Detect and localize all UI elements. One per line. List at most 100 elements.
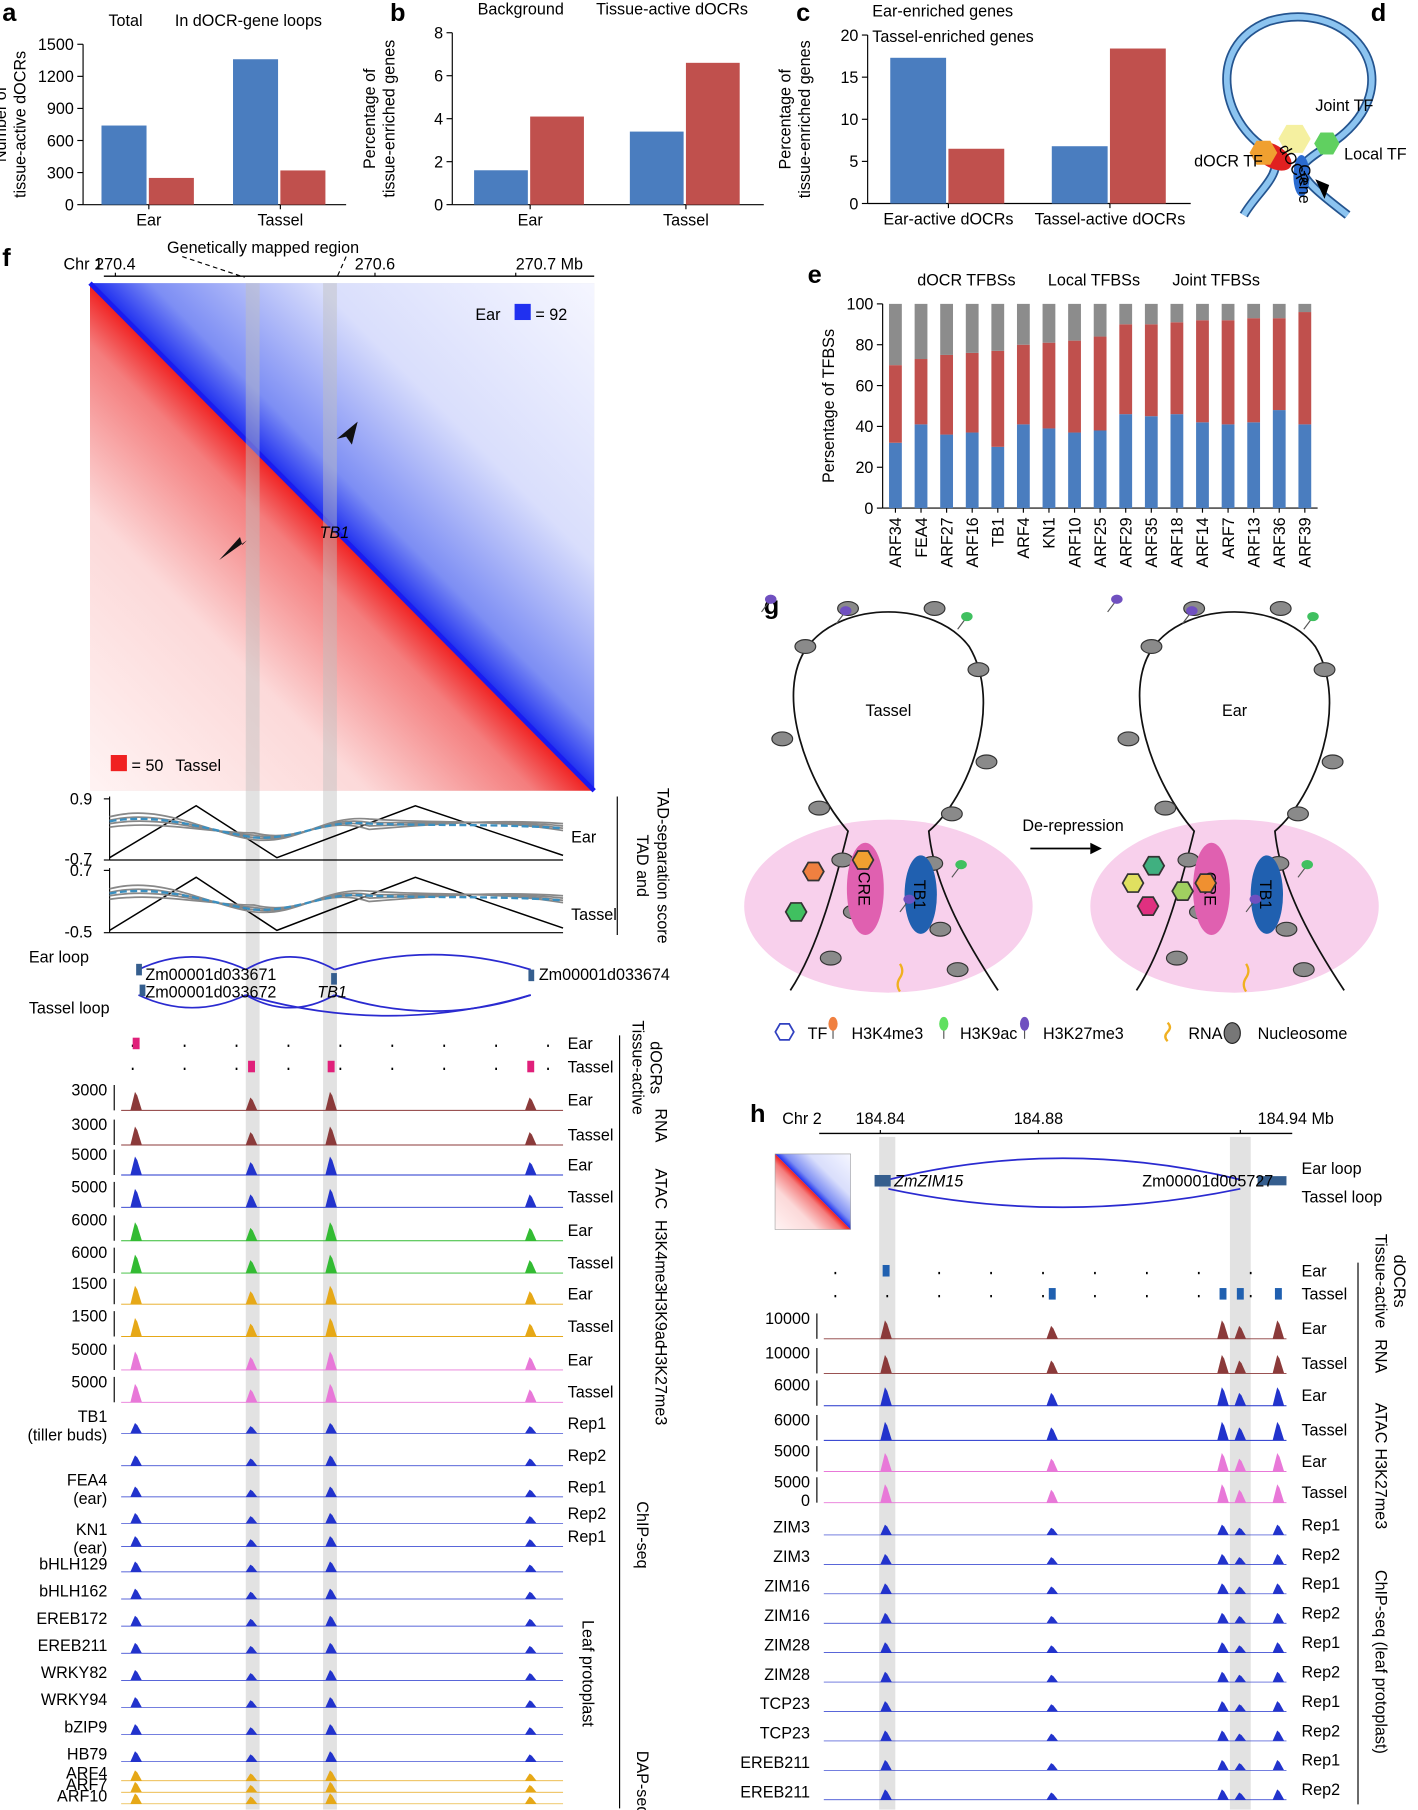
y-tick-label: 1500: [38, 36, 74, 54]
bar-segment: [1272, 318, 1286, 411]
arrowhead: [336, 421, 358, 445]
track-signal: [880, 1583, 892, 1594]
track-name: bZIP9: [64, 1718, 107, 1736]
track-signal: [1046, 1325, 1059, 1339]
track-signal: [880, 1789, 892, 1800]
line: [336, 256, 347, 278]
track-name: TCP23: [760, 1725, 810, 1743]
track-signal: [524, 1727, 537, 1735]
track-label: Ear: [571, 829, 597, 847]
bar-segment: [1144, 324, 1158, 417]
bar: [890, 57, 947, 204]
x-tick-label: TB1: [990, 517, 1008, 547]
bar: [474, 170, 528, 205]
nucleosome: [1269, 600, 1292, 616]
track-signal: [130, 1188, 142, 1208]
nucleosome: [1140, 639, 1163, 655]
track-signal: [130, 1383, 142, 1403]
track-group: RNA: [651, 1108, 669, 1142]
track-signal: [880, 1320, 892, 1339]
gene-region: [1293, 155, 1310, 197]
track-label: Tassel: [1301, 1286, 1347, 1304]
heatmap-legend: Tassel: [175, 757, 221, 775]
y-tick-label: 10: [840, 111, 858, 129]
track-label: Tassel: [568, 1058, 614, 1076]
track-signal: [130, 1156, 142, 1175]
y-tick-label: 6: [434, 67, 443, 85]
nucleosome: [819, 950, 842, 966]
track-max: 3000: [71, 1081, 107, 1099]
track-signal: [1046, 1527, 1059, 1535]
legend-icon: [774, 1023, 795, 1041]
track-signal: [245, 1754, 258, 1762]
track-name: bHLH162: [39, 1583, 107, 1601]
y-tick-label: 15: [840, 69, 858, 87]
track-signal: [1272, 1612, 1285, 1624]
legend-entry: Local TFBSs: [1048, 271, 1140, 289]
track-signal: [325, 1156, 337, 1175]
track-signal: [880, 1759, 892, 1771]
x-tick-label: ARF25: [1092, 517, 1110, 567]
histone-mark: [1301, 860, 1314, 870]
track-name: ZIM3: [773, 1519, 810, 1537]
track-signal: [1217, 1387, 1229, 1406]
track-signal: [524, 1323, 537, 1337]
track-signal: [325, 1254, 337, 1274]
gene-label: Zm00001d033671: [145, 966, 276, 984]
bar-segment: [889, 365, 902, 443]
bar-segment: [1093, 303, 1107, 337]
track-signal: [325, 1770, 337, 1781]
track-signal: [1217, 1759, 1229, 1771]
track-name: EREB211: [740, 1754, 810, 1772]
track-signal: [245, 1773, 258, 1781]
diagram-label: Gene: [1295, 164, 1313, 204]
heatmap-legend: = 92: [535, 306, 567, 324]
y-axis-title: tissue-active dOCRs: [11, 51, 29, 198]
nucleosome: [1154, 800, 1177, 816]
track-signal: [524, 1784, 537, 1793]
line: [1107, 602, 1116, 613]
track-signal: [130, 1513, 142, 1524]
track-label: Rep1: [1301, 1693, 1340, 1711]
y-tick-label: 8: [434, 25, 443, 43]
bar-segment: [991, 303, 1005, 351]
bar-segment: [1221, 303, 1235, 321]
track-signal: [524, 1591, 537, 1600]
track-max: 5000: [71, 1178, 107, 1196]
track-signal: [1217, 1320, 1229, 1339]
gene-label: TB1: [1256, 880, 1274, 910]
histone-mark: [1307, 611, 1319, 622]
y-tick-label: 4: [434, 110, 443, 128]
gene-label: Zm00001d005727: [1142, 1173, 1273, 1191]
tissue-label: Ear: [1222, 702, 1248, 720]
loop-arc: [888, 1157, 1241, 1181]
bar-segment: [1093, 430, 1107, 509]
track-signal: [1272, 1484, 1285, 1503]
track-signal: [130, 1351, 142, 1370]
track-group: dOCRs: [1390, 1255, 1408, 1308]
track-signal: [245, 1426, 258, 1434]
track-max: 1500: [71, 1275, 107, 1293]
track-signal: [1234, 1763, 1247, 1771]
track-signal: [1272, 1730, 1285, 1741]
track-label: Rep2: [568, 1447, 607, 1465]
x-tick-label: ARF10: [1066, 517, 1084, 567]
track-signal: [325, 1793, 337, 1804]
histone-mark: [955, 860, 967, 870]
x-tick-label: ARF18: [1169, 517, 1187, 567]
track-signal: [1272, 1701, 1285, 1712]
bar-segment: [1272, 303, 1286, 319]
bar-segment: [965, 352, 979, 433]
track-label: Rep2: [1301, 1546, 1340, 1564]
track-signal: [1217, 1453, 1229, 1472]
track-name: EREB211: [38, 1637, 108, 1655]
track-signal: [880, 1524, 892, 1535]
track-label: Ear: [1301, 1263, 1327, 1281]
x-tick-label: FEA4: [913, 517, 931, 557]
track-signal: [524, 1389, 537, 1403]
gene-box: [331, 973, 337, 985]
track-signal: [1217, 1583, 1229, 1594]
track-signal: [880, 1387, 892, 1406]
track-min: 0: [801, 1492, 810, 1510]
